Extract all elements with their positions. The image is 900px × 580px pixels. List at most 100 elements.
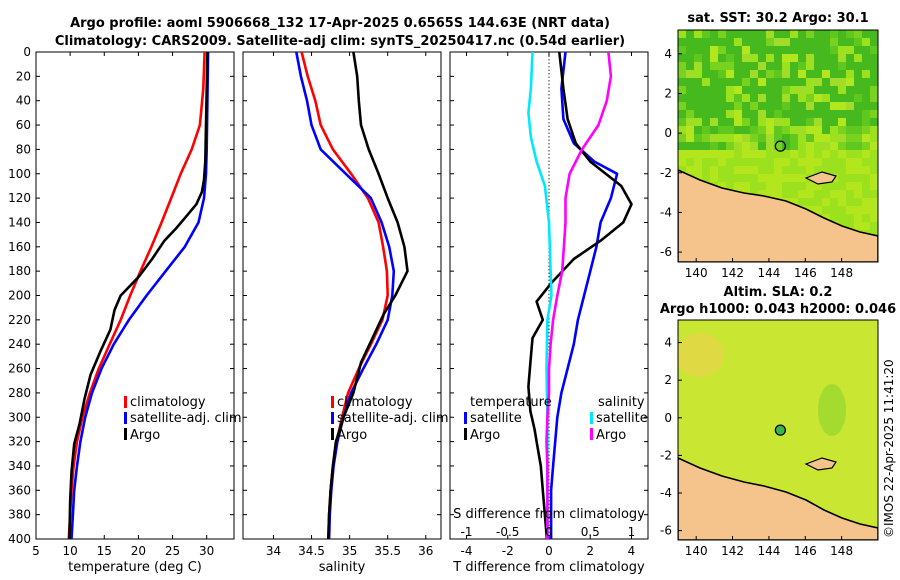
sst-cell <box>822 182 830 190</box>
sst-cell <box>694 102 702 110</box>
sst-cell <box>758 158 766 166</box>
sst-cell <box>830 54 838 62</box>
sst-cell <box>862 222 870 230</box>
sst-cell <box>686 54 694 62</box>
sst-cell <box>798 102 806 110</box>
sst-cell <box>678 110 686 118</box>
sst-cell <box>854 134 862 142</box>
sst-cell <box>838 126 846 134</box>
sst-cell <box>750 174 758 182</box>
sst-cell <box>758 46 766 54</box>
sst-cell <box>846 62 854 70</box>
series-line-climatology <box>67 52 206 539</box>
sst-cell <box>774 38 782 46</box>
sst-cell <box>814 118 822 126</box>
sst-cell <box>742 102 750 110</box>
title-line-1: Argo profile: aoml 5906668_132 17-Apr-20… <box>70 16 610 31</box>
sst-cell <box>726 182 734 190</box>
sst-cell <box>742 86 750 94</box>
sst-cell <box>742 70 750 78</box>
sst-cell <box>686 166 694 174</box>
sst-cell <box>814 78 822 86</box>
sst-cell <box>862 30 870 38</box>
sst-cell <box>830 30 838 38</box>
sst-cell <box>814 166 822 174</box>
sst-cell <box>830 110 838 118</box>
sst-cell <box>702 110 710 118</box>
sst-cell <box>718 62 726 70</box>
sst-cell <box>814 70 822 78</box>
sst-cell <box>710 94 718 102</box>
sst-cell <box>830 118 838 126</box>
sst-cell <box>678 118 686 126</box>
sst-cell <box>854 78 862 86</box>
sst-cell <box>870 206 878 214</box>
sst-cell <box>822 94 830 102</box>
sst-cell <box>702 38 710 46</box>
sst-cell <box>838 174 846 182</box>
sst-cell <box>750 110 758 118</box>
sst-cell <box>750 150 758 158</box>
sst-cell <box>822 214 830 222</box>
sst-cell <box>702 94 710 102</box>
sst-cell <box>814 46 822 54</box>
sst-cell <box>838 94 846 102</box>
sst-cell <box>806 206 814 214</box>
sst-cell <box>702 166 710 174</box>
sst-cell <box>838 70 846 78</box>
map-x-tick-label: 144 <box>757 544 780 558</box>
sst-cell <box>694 70 702 78</box>
sst-cell <box>694 62 702 70</box>
sst-cell <box>678 62 686 70</box>
temperature-lines <box>67 52 210 539</box>
map-x-tick-label: 144 <box>757 266 780 280</box>
sst-cell <box>782 30 790 38</box>
sst-cell <box>830 166 838 174</box>
sst-cell <box>854 142 862 150</box>
sst-cell <box>790 182 798 190</box>
sst-cell <box>870 126 878 134</box>
sst-cell <box>678 86 686 94</box>
sst-cell <box>694 38 702 46</box>
sst-cell <box>806 142 814 150</box>
sst-cell <box>726 46 734 54</box>
sst-cell <box>726 142 734 150</box>
sst-cell <box>710 118 718 126</box>
sst-cell <box>814 110 822 118</box>
sst-cell <box>678 166 686 174</box>
legend-title-salinity: salinity <box>598 395 645 410</box>
sst-cell <box>814 94 822 102</box>
sst-cell <box>862 190 870 198</box>
y-tick-label: 300 <box>8 410 31 424</box>
x-tick-label: 2 <box>586 544 594 558</box>
y-tick-label: 100 <box>8 167 31 181</box>
sst-cell <box>734 110 742 118</box>
y-tick-label: 0 <box>23 45 31 59</box>
sst-cell <box>774 62 782 70</box>
salinity-legend: climatology satellite-adj. clim Argo <box>331 395 449 443</box>
sst-cell <box>822 54 830 62</box>
sst-cell <box>694 166 702 174</box>
map-x-tick-label: 140 <box>685 544 708 558</box>
sst-cell <box>838 182 846 190</box>
sst-cell <box>758 86 766 94</box>
sst-cell <box>782 94 790 102</box>
sst-cell <box>798 54 806 62</box>
y-tick-label: 360 <box>8 483 31 497</box>
sst-cell <box>870 166 878 174</box>
sst-cell <box>774 78 782 86</box>
sst-cell <box>822 110 830 118</box>
sst-cell <box>790 166 798 174</box>
sst-cell <box>830 206 838 214</box>
sst-cell <box>774 86 782 94</box>
map-y-tick-label: -6 <box>660 524 672 538</box>
sst-cell <box>854 62 862 70</box>
sst-cell <box>838 110 846 118</box>
sst-cell <box>726 86 734 94</box>
legend-swatch-argo <box>124 428 127 440</box>
sst-cell <box>806 190 814 198</box>
sst-cell <box>870 62 878 70</box>
sst-cell <box>702 142 710 150</box>
sst-cell <box>798 70 806 78</box>
sst-cell <box>774 174 782 182</box>
